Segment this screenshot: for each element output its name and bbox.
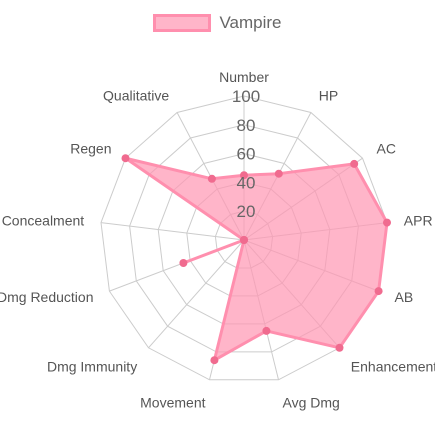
tick-label-100: 100 (232, 87, 260, 106)
axis-labels: Number HP AC APR AB Enhancement Avg Dmg Movemen… (0, 69, 435, 410)
legend-swatch[interactable] (153, 14, 212, 32)
spoke-10 (100, 222, 245, 241)
data-point-concealment[interactable] (240, 236, 248, 244)
grid-ring-100 (100, 95, 388, 381)
axis-label-avg-dmg: Avg Dmg (283, 394, 340, 410)
data-point-movement[interactable] (210, 356, 219, 365)
axis-label-ab: AB (395, 289, 414, 305)
data-point-avg-dmg[interactable] (262, 326, 271, 335)
legend: Vampire (0, 10, 435, 36)
tick-label-40: 40 (237, 173, 256, 192)
axis-label-qualitative: Qualitative (103, 87, 169, 103)
axis-label-movement: Movement (140, 394, 205, 410)
data-point-ac[interactable] (350, 159, 359, 168)
axis-label-ac: AC (377, 141, 396, 157)
spoke-8 (148, 239, 245, 349)
data-point-ab[interactable] (374, 287, 383, 296)
tick-labels: 20 40 60 80 100 (232, 87, 260, 221)
axis-label-dmg-immunity: Dmg Immunity (47, 359, 137, 375)
tick-label-80: 80 (237, 116, 256, 135)
data-point-enhancement[interactable] (335, 343, 344, 352)
axis-label-dmg-reduction: Dmg Reduction (0, 289, 94, 305)
data-point-regen[interactable] (121, 154, 130, 163)
legend-label: Vampire (219, 13, 282, 32)
data-point-hp[interactable] (274, 169, 283, 178)
axis-label-hp: HP (319, 87, 338, 103)
tick-label-20: 20 (237, 202, 256, 221)
data-point-dmg-reduction[interactable] (179, 259, 188, 267)
axis-label-apr: APR (404, 213, 433, 229)
tick-label-60: 60 (237, 145, 256, 164)
data-point-qualitative[interactable] (207, 174, 216, 183)
axis-label-enhancement: Enhancement (351, 359, 435, 375)
axis-label-concealment: Concealment (2, 213, 85, 229)
series-area (124, 156, 389, 362)
axis-label-regen: Regen (70, 141, 111, 157)
axis-label-number: Number (219, 69, 269, 85)
data-point-apr[interactable] (383, 218, 391, 227)
data-point-number[interactable] (240, 171, 248, 180)
series-layer (121, 154, 391, 365)
